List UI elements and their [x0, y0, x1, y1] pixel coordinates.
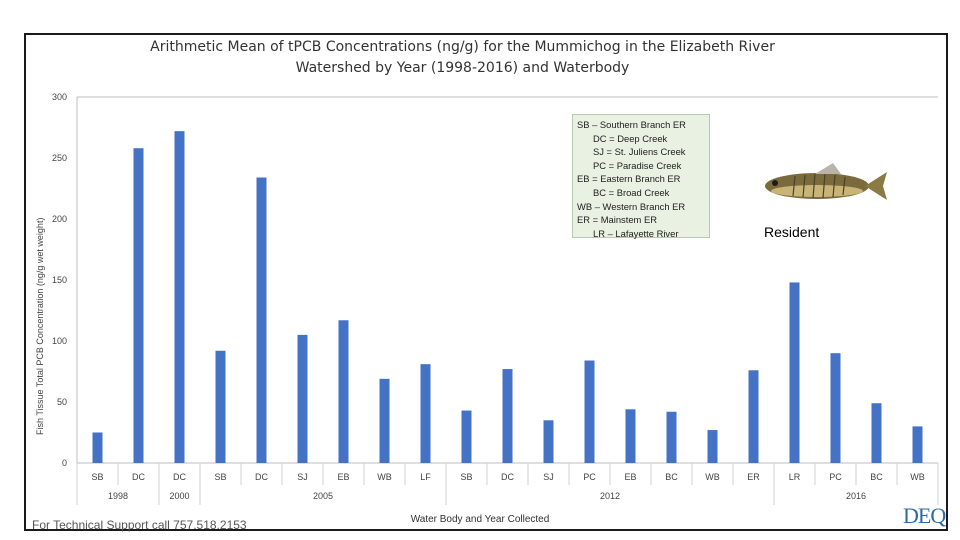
x-tick-label: LR: [789, 472, 801, 482]
x-tick-label: DC: [173, 472, 186, 482]
x-tick-label: BC: [665, 472, 678, 482]
bar: [256, 177, 267, 463]
x-tick-label: WB: [705, 472, 720, 482]
bar: [748, 370, 759, 463]
year-group-label: 2016: [846, 491, 866, 501]
x-tick-label: DC: [132, 472, 145, 482]
y-tick-label: 250: [52, 153, 67, 163]
x-tick-label: SJ: [297, 472, 308, 482]
x-tick-label: DC: [501, 472, 514, 482]
bar: [666, 411, 677, 463]
y-tick-label: 0: [62, 458, 67, 468]
y-tick-label: 200: [52, 214, 67, 224]
legend-item-wb: WB – Western Branch ER: [577, 200, 686, 212]
chart-title: Arithmetic Mean of tPCB Concentrations (…: [60, 37, 865, 79]
x-tick-label: PC: [583, 472, 596, 482]
legend-item-er: ER = Mainstem ER: [577, 214, 657, 226]
year-group-label: 2005: [313, 491, 333, 501]
bar: [543, 420, 554, 463]
chart-title-line1: Arithmetic Mean of tPCB Concentrations (…: [150, 39, 775, 55]
x-tick-label: PC: [829, 472, 842, 482]
legend-item-bc: BC = Broad Creek: [593, 186, 670, 198]
bar: [215, 350, 226, 463]
x-tick-label: SB: [214, 472, 226, 482]
x-axis-label: Water Body and Year Collected: [410, 514, 550, 525]
x-tick-label: WB: [377, 472, 392, 482]
chart-frame: [24, 33, 948, 531]
legend-item-sj: SJ = St. Juliens Creek: [593, 146, 686, 158]
bar: [502, 369, 513, 463]
bar: [133, 148, 144, 464]
x-tick-label: SJ: [543, 472, 554, 482]
legend-item-sb: SB – Southern Branch ER: [577, 119, 686, 130]
year-group-label: 2012: [600, 491, 620, 501]
legend-item-pc: PC = Paradise Creek: [593, 159, 682, 171]
bar: [830, 353, 841, 463]
bar: [420, 364, 431, 463]
legend-item-lr: LR – Lafayette River: [593, 227, 679, 239]
bar: [789, 282, 800, 463]
deq-logo: DEQ: [903, 503, 946, 528]
footer-note: For Technical Support call 757.518.2153: [32, 518, 247, 532]
bar: [461, 410, 472, 463]
x-tick-label: DC: [255, 472, 268, 482]
legend: SB – Southern Branch ER DC = Deep Creek …: [572, 114, 710, 239]
bar: [584, 360, 595, 463]
bar: [707, 430, 718, 463]
x-tick-label: SB: [91, 472, 103, 482]
y-tick-label: 50: [57, 397, 67, 407]
bar: [379, 378, 390, 463]
bar: [871, 403, 882, 463]
bar: [174, 131, 185, 463]
y-tick-label: 300: [52, 92, 67, 102]
x-tick-label: LF: [420, 472, 431, 482]
chart-title-line2: Watershed by Year (1998-2016) and Waterb…: [295, 60, 630, 76]
bar: [912, 426, 923, 463]
year-group-label: 2000: [169, 491, 189, 501]
x-tick-label: EB: [337, 472, 349, 482]
year-group-label: 1998: [108, 491, 128, 501]
resident-label: Resident: [764, 224, 820, 240]
x-tick-label: SB: [460, 472, 472, 482]
bar: [297, 334, 308, 463]
y-tick-label: 150: [52, 275, 67, 285]
x-tick-label: ER: [747, 472, 760, 482]
x-tick-label: WB: [910, 472, 925, 482]
legend-item-eb: EB = Eastern Branch ER: [577, 173, 681, 185]
bar: [338, 320, 349, 463]
x-tick-label: EB: [624, 472, 636, 482]
legend-item-dc: DC = Deep Creek: [593, 132, 668, 144]
y-tick-label: 100: [52, 336, 67, 346]
bar: [625, 409, 636, 463]
x-tick-label: BC: [870, 472, 883, 482]
bar: [92, 432, 103, 463]
mummichog-fish-image: [765, 163, 887, 200]
